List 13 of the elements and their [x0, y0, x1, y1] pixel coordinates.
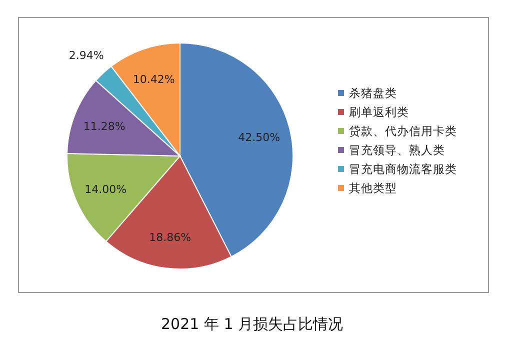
data-label: 2.94% [68, 48, 104, 62]
data-label: 11.28% [83, 120, 126, 134]
data-label: 10.42% [132, 72, 175, 86]
data-label: 42.50% [238, 131, 280, 144]
data-label: 18.86% [149, 230, 192, 244]
legend-label: 其他类型 [349, 181, 397, 195]
legend-label: 贷款、代办信用卡类 [349, 124, 457, 138]
legend-label: 刷单返利类 [349, 105, 409, 119]
legend-label: 冒充电商物流客服类 [349, 162, 457, 176]
legend-label: 冒充领导、熟人类 [349, 143, 445, 157]
data-label: 14.00% [84, 182, 127, 196]
legend-label: 杀猪盘类 [349, 86, 397, 100]
text: 2021 年 1 月损失占比情况 [160, 315, 344, 333]
